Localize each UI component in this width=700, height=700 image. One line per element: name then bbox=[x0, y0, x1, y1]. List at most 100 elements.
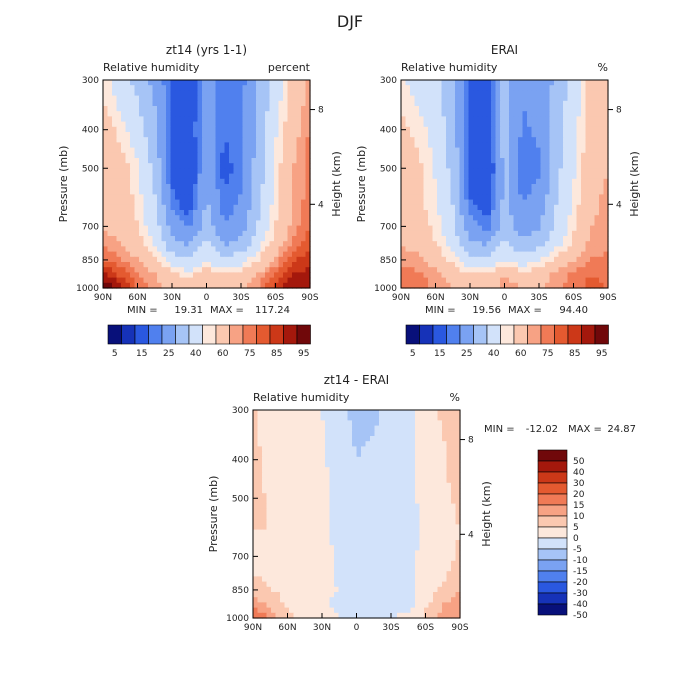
heatmap-cell bbox=[415, 493, 421, 499]
heatmap-cell bbox=[283, 80, 289, 86]
heatmap-cell bbox=[125, 168, 131, 175]
heatmap-cell bbox=[451, 446, 457, 453]
heatmap-cell bbox=[419, 282, 425, 289]
heatmap-cell bbox=[275, 529, 281, 536]
heatmap-cell bbox=[260, 272, 266, 279]
heatmap-cell bbox=[388, 446, 394, 453]
heatmap-cell bbox=[545, 168, 551, 175]
heatmap-cell bbox=[296, 95, 302, 102]
heatmap-cell bbox=[211, 267, 217, 273]
heatmap-cell bbox=[352, 472, 358, 479]
heatmap-cell bbox=[450, 95, 456, 102]
heatmap-cell bbox=[266, 482, 272, 489]
heatmap-cell bbox=[486, 199, 492, 206]
heatmap-cell bbox=[347, 493, 353, 499]
heatmap-cell bbox=[437, 204, 443, 211]
heatmap-cell bbox=[356, 488, 362, 494]
heatmap-cell bbox=[509, 251, 515, 258]
heatmap-cell bbox=[495, 163, 501, 169]
heatmap-cell bbox=[414, 173, 420, 180]
heatmap-cell bbox=[311, 514, 317, 520]
heatmap-cell bbox=[202, 100, 208, 107]
heatmap-cell bbox=[558, 204, 564, 211]
heatmap-cell bbox=[405, 121, 411, 128]
heatmap-cell bbox=[549, 246, 555, 253]
heatmap-cell bbox=[316, 451, 322, 458]
heatmap-cell bbox=[311, 477, 317, 484]
heatmap-cell bbox=[301, 100, 307, 107]
heatmap-cell bbox=[215, 236, 221, 242]
heatmap-cell bbox=[338, 477, 344, 484]
heatmap-cell bbox=[292, 142, 298, 149]
heatmap-cell bbox=[603, 267, 609, 273]
heatmap-cell bbox=[581, 126, 587, 133]
heatmap-cell bbox=[103, 262, 109, 268]
heatmap-cell bbox=[152, 204, 158, 211]
heatmap-cell bbox=[370, 508, 376, 515]
heatmap-cell bbox=[383, 451, 389, 458]
heatmap-cell bbox=[157, 111, 163, 117]
heatmap-cell bbox=[464, 116, 470, 123]
heatmap-cell bbox=[424, 462, 430, 468]
heatmap-cell bbox=[139, 116, 145, 123]
heatmap-cell bbox=[103, 163, 109, 169]
heatmap-cell bbox=[419, 415, 425, 421]
heatmap-cell bbox=[206, 262, 212, 268]
heatmap-cell bbox=[188, 158, 194, 164]
heatmap-cell bbox=[392, 462, 398, 468]
heatmap-cell bbox=[428, 132, 434, 138]
heatmap-cell bbox=[410, 282, 416, 289]
heatmap-cell bbox=[572, 168, 578, 175]
heatmap-cell bbox=[284, 462, 290, 468]
y-tick-label: 1000 bbox=[76, 284, 99, 294]
heatmap-cell bbox=[257, 540, 263, 546]
heatmap-cell bbox=[143, 178, 149, 185]
heatmap-cell bbox=[536, 184, 542, 190]
heatmap-cell bbox=[224, 194, 230, 201]
heatmap-cell bbox=[432, 95, 438, 102]
heatmap-cell bbox=[446, 529, 452, 536]
heatmap-cell bbox=[482, 147, 488, 154]
heatmap-cell bbox=[220, 111, 226, 117]
heatmap-cell bbox=[134, 204, 140, 211]
heatmap-cell bbox=[590, 85, 596, 91]
heatmap-cell bbox=[545, 204, 551, 211]
heatmap-cell bbox=[410, 147, 416, 154]
heatmap-cell bbox=[558, 142, 564, 149]
heatmap-cell bbox=[307, 467, 313, 473]
heatmap-cell bbox=[283, 168, 289, 175]
heatmap-cell bbox=[269, 142, 275, 149]
heatmap-cell bbox=[419, 256, 425, 263]
heatmap-cell bbox=[148, 267, 154, 273]
heatmap-cell bbox=[284, 524, 290, 531]
heatmap-cell bbox=[112, 168, 118, 175]
heatmap-cell bbox=[554, 137, 560, 143]
heatmap-cell bbox=[143, 147, 149, 154]
heatmap-cell bbox=[459, 277, 465, 284]
heatmap-cell bbox=[361, 540, 367, 546]
heatmap-cell bbox=[581, 225, 587, 232]
heatmap-cell bbox=[405, 184, 411, 190]
heatmap-cell bbox=[509, 199, 515, 206]
heatmap-cell bbox=[414, 137, 420, 143]
heatmap-cell bbox=[432, 251, 438, 258]
heatmap-cell bbox=[343, 410, 349, 416]
heatmap-cell bbox=[379, 540, 385, 546]
heatmap-cell bbox=[495, 121, 501, 128]
heatmap-cell bbox=[509, 106, 515, 112]
heatmap-cell bbox=[504, 111, 510, 117]
heatmap-cell bbox=[206, 178, 212, 185]
heatmap-cell bbox=[311, 436, 317, 442]
heatmap-cell bbox=[518, 246, 524, 253]
heatmap-cell bbox=[522, 251, 528, 258]
heatmap-cell bbox=[293, 503, 299, 510]
heatmap-cell bbox=[266, 472, 272, 479]
heatmap-cell bbox=[563, 204, 569, 211]
heatmap-cell bbox=[540, 126, 546, 133]
heatmap-cell bbox=[283, 121, 289, 128]
heatmap-cell bbox=[563, 262, 569, 268]
heatmap-cell bbox=[401, 410, 407, 416]
heatmap-cell bbox=[500, 199, 506, 206]
heatmap-cell bbox=[500, 85, 506, 91]
heatmap-cell bbox=[522, 199, 528, 206]
